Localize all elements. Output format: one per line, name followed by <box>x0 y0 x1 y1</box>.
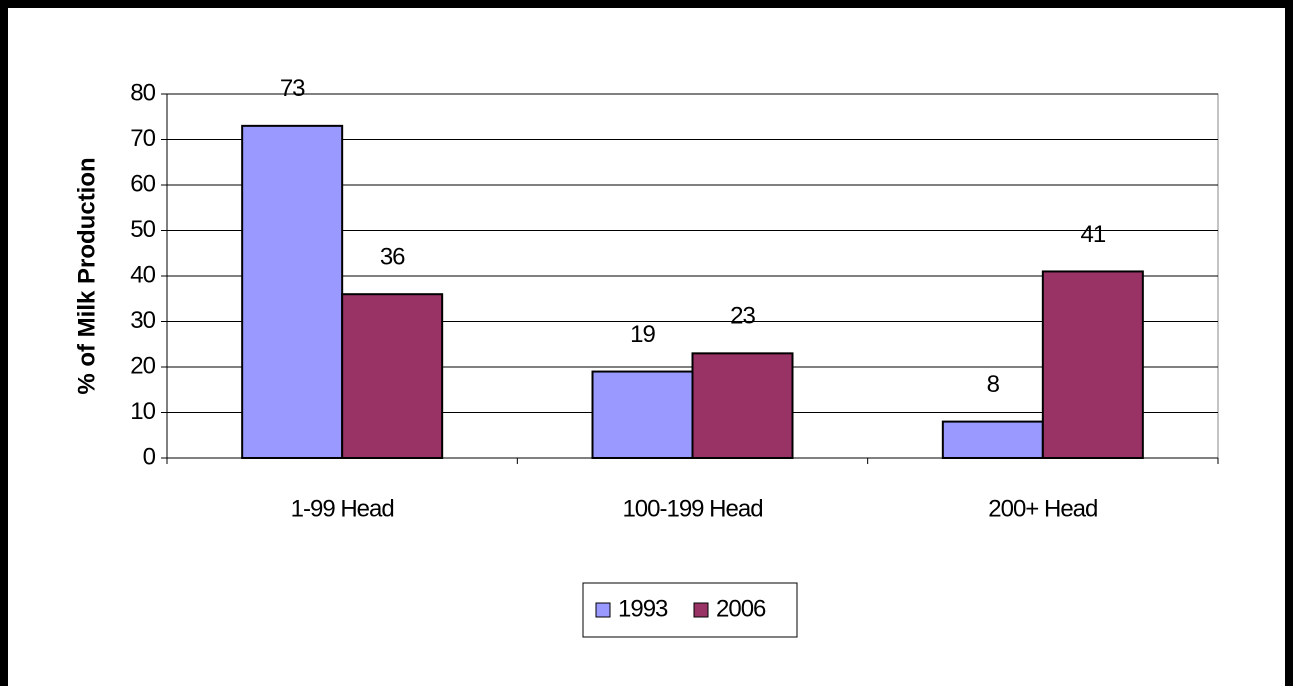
data-label: 23 <box>730 303 755 330</box>
legend-box <box>582 582 798 638</box>
legend-label: 2006 <box>716 595 766 622</box>
x-tick-label: 100-199 Head <box>622 495 762 522</box>
bar <box>241 124 344 459</box>
y-tick-label: 0 <box>143 443 156 470</box>
y-axis-label: % of Milk Production <box>73 157 100 394</box>
data-label: 41 <box>1080 221 1105 248</box>
y-tick-label: 10 <box>130 398 155 425</box>
y-tick-label: 80 <box>130 79 155 106</box>
data-label: 8 <box>987 371 1000 398</box>
bar <box>1041 270 1144 460</box>
x-tick-label: 1-99 Head <box>291 495 394 522</box>
data-label: 36 <box>380 244 405 271</box>
y-tick-label: 70 <box>130 125 155 152</box>
bar <box>591 370 694 459</box>
y-tick-label: 50 <box>130 216 155 243</box>
legend-label: 1993 <box>618 595 668 622</box>
y-tick-label: 30 <box>130 307 155 334</box>
legend-swatch <box>693 602 709 618</box>
bar <box>691 352 794 460</box>
bar <box>341 293 444 460</box>
data-label: 19 <box>630 321 655 348</box>
data-label: 73 <box>280 75 305 102</box>
y-tick-label: 60 <box>130 170 155 197</box>
y-tick-label: 40 <box>130 261 155 288</box>
x-tick-label: 200+ Head <box>988 495 1097 522</box>
legend-swatch <box>595 602 611 618</box>
y-tick-label: 20 <box>130 352 155 379</box>
bar <box>941 420 1044 460</box>
